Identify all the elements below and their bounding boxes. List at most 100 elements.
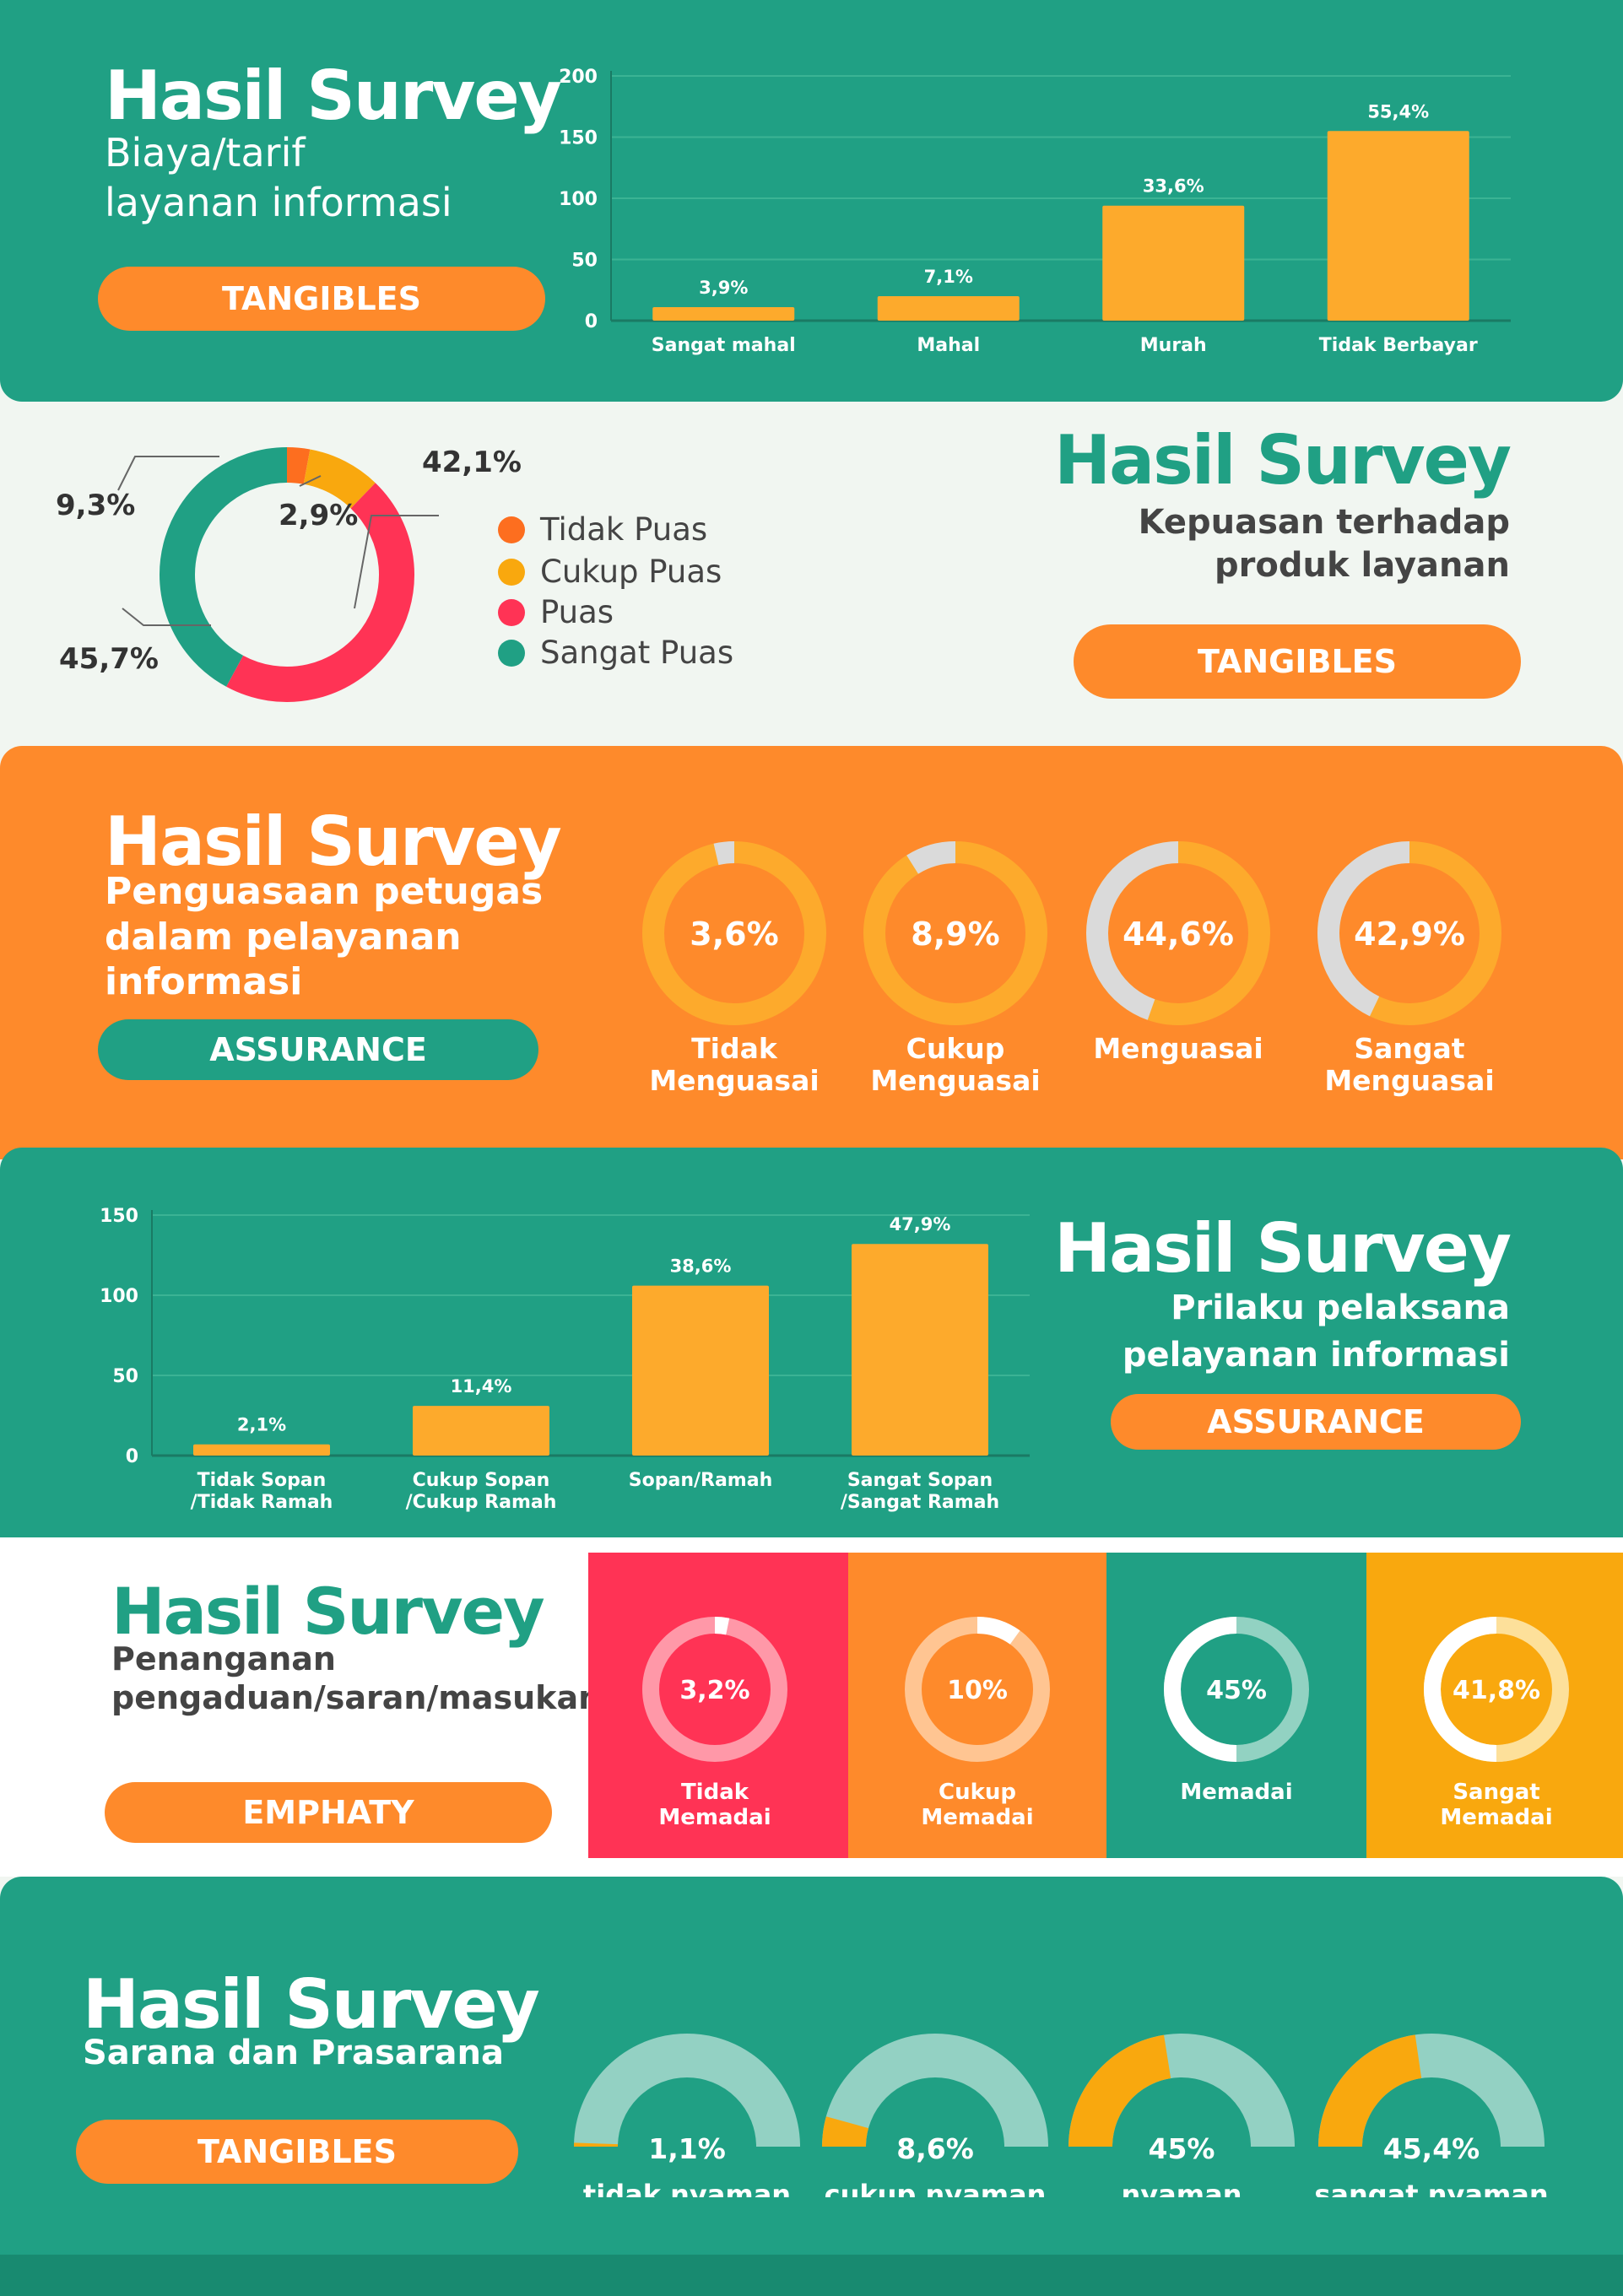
- bar: [632, 1285, 769, 1456]
- y-tick-label: 0: [585, 311, 598, 332]
- ring-value: [713, 841, 735, 866]
- section-prilaku: 0 50 100 150 2,1% Tidak Sopan/Tidak Ramah 11,4…: [0, 1148, 1623, 1537]
- x-tick-label: Tidak Berbayar: [1319, 335, 1478, 356]
- badge-tangibles: TANGIBLES: [76, 2120, 518, 2184]
- x-tick-label: Sopan/Ramah: [629, 1470, 772, 1491]
- footer-band: [0, 2255, 1623, 2296]
- subtitle-line: pelayanan informasi: [1122, 1336, 1510, 1375]
- ring-category-label: Tidak: [691, 1032, 778, 1065]
- data-label: 7,1%: [924, 267, 973, 287]
- section-title: Hasil Survey: [1054, 1209, 1512, 1288]
- legend-swatch: [498, 598, 525, 626]
- bar-chart-biaya: 0 50 100 150 200 3,9% Sangat mahal 7,1% Mahal 33,…: [559, 67, 1511, 356]
- badge-assurance: ASSURANCE: [98, 1019, 538, 1080]
- ring-value-label: 42,9%: [1354, 916, 1465, 953]
- section-subtitle: Penanganan pengaduan/saran/masukan: [111, 1640, 601, 1717]
- data-label: 33,6%: [1143, 176, 1204, 197]
- ring-category-label: Cukup: [939, 1780, 1016, 1805]
- ring-category-label: Memadai: [1440, 1805, 1552, 1830]
- x-tick-label: /Sangat Ramah: [841, 1492, 999, 1513]
- section-title: Hasil Survey: [105, 57, 562, 135]
- ring-category-label: Menguasai: [649, 1064, 819, 1097]
- legend-label: Tidak Puas: [540, 511, 708, 548]
- bar: [852, 1244, 988, 1456]
- y-tick-label: 150: [559, 128, 598, 149]
- ring-value: [714, 1617, 730, 1635]
- donut-kepuasan: 42,1% 9,3% 2,9% 45,7%: [56, 446, 522, 702]
- x-tick-label: /Cukup Ramah: [406, 1492, 557, 1513]
- bar: [1102, 205, 1245, 321]
- tile: [1366, 1553, 1623, 1858]
- subtitle-line: pengaduan/saran/masukan: [111, 1678, 602, 1716]
- ring-category-label: Memadai: [658, 1805, 771, 1830]
- bar: [877, 296, 1020, 321]
- subtitle-line: Prilaku pelaksana: [1171, 1288, 1510, 1327]
- legend-item: Tidak Puas: [498, 511, 707, 548]
- donut-segment: [286, 447, 311, 484]
- ring-category-label: Menguasai: [1324, 1064, 1494, 1097]
- badge-emphaty: EMPHATY: [105, 1782, 552, 1843]
- ring-value-label: 44,6%: [1123, 916, 1234, 953]
- ring-category-label: Sangat: [1354, 1032, 1464, 1065]
- section-subtitle: Penguasaan petugas dalam pelayanan infor…: [105, 869, 543, 1005]
- ring-value: [1086, 841, 1179, 1020]
- section-title: Hasil Survey: [1054, 421, 1512, 500]
- donut-segment: [303, 449, 376, 509]
- ring-value: [1424, 1617, 1497, 1762]
- x-tick-label: Sangat Sopan: [847, 1470, 993, 1491]
- ring-value: [1317, 841, 1410, 1017]
- ring-value: [977, 1617, 1020, 1645]
- ring-value: [1164, 1617, 1237, 1762]
- data-label: 2,9%: [279, 499, 358, 532]
- y-tick-label: 200: [559, 67, 598, 88]
- gauge-value: [822, 2116, 869, 2147]
- data-label: 11,4%: [451, 1376, 512, 1397]
- donut-tiles-penanganan: 3,2%TidakMemadai10%CukupMemadai45%Memada…: [588, 1553, 1623, 1858]
- legend-swatch: [498, 558, 525, 586]
- donut-segment: [226, 483, 414, 702]
- ring-category-label: Cukup: [906, 1032, 1005, 1065]
- gauge-value-label: 45,4%: [1383, 2132, 1480, 2165]
- gauge-value: [1318, 2034, 1423, 2147]
- bar: [1327, 131, 1469, 321]
- subtitle-line: Penguasaan petugas: [105, 870, 544, 913]
- tile: [848, 1553, 1106, 1858]
- x-tick-label: Mahal: [917, 335, 980, 356]
- leader-line: [122, 608, 211, 626]
- gauge-category-label: cukup nyaman: [825, 2179, 1047, 2197]
- bar: [193, 1444, 330, 1456]
- subtitle-line: informasi: [105, 960, 303, 1004]
- subtitle-line: layanan informasi: [105, 179, 452, 225]
- gauge-category-label: sangat nyaman: [1314, 2179, 1548, 2197]
- x-tick-label: /Tidak Ramah: [191, 1492, 333, 1513]
- subtitle-line: produk layanan: [1215, 546, 1510, 586]
- ring-value-label: 3,6%: [690, 916, 778, 953]
- gauge-track: [574, 2034, 800, 2147]
- ring-value-label: 10%: [947, 1676, 1008, 1705]
- section-penanganan: Hasil Survey Penanganan pengaduan/saran/…: [0, 1537, 1623, 1877]
- tile: [588, 1553, 848, 1858]
- leader-line: [299, 475, 322, 487]
- y-tick-label: 150: [100, 1206, 138, 1227]
- ring-category-label: Menguasai: [1093, 1032, 1263, 1065]
- ring-value-label: 45%: [1206, 1676, 1267, 1705]
- ring-category-label: Memadai: [1180, 1780, 1292, 1805]
- y-tick-label: 50: [571, 251, 598, 272]
- data-label: 3,9%: [699, 278, 748, 298]
- gauge-category-label: nyaman: [1122, 2179, 1242, 2197]
- subtitle-line: Kepuasan terhadap: [1138, 503, 1510, 542]
- section-subtitle: Kepuasan terhadap produk layanan: [1139, 501, 1510, 587]
- section-title: Hasil Survey: [111, 1574, 545, 1649]
- y-tick-label: 50: [112, 1366, 138, 1387]
- subtitle-line: Penanganan: [111, 1640, 336, 1677]
- tile: [1106, 1553, 1366, 1858]
- y-tick-label: 100: [559, 189, 598, 210]
- section-biaya: Hasil Survey Biaya/tarif layanan informa…: [0, 0, 1623, 402]
- legend-label: Cukup Puas: [540, 554, 722, 590]
- ring-value-label: 3,2%: [679, 1676, 749, 1705]
- x-tick-label: Sangat mahal: [652, 335, 796, 356]
- subtitle-line: dalam pelayanan: [105, 915, 462, 959]
- bar: [413, 1406, 549, 1456]
- legend-item: Cukup Puas: [498, 554, 722, 590]
- data-label: 9,3%: [56, 489, 135, 522]
